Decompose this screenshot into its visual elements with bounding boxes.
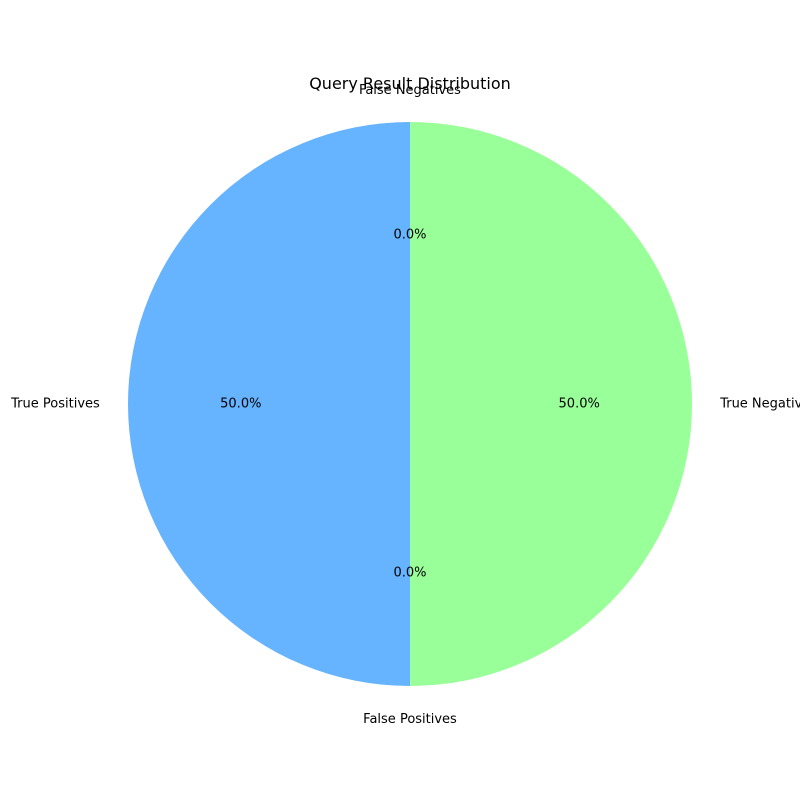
percent-label-false-positives: 0.0%: [393, 566, 426, 581]
slice-label-true-negatives: True Negatives: [719, 397, 800, 412]
slice-label-false-positives: False Positives: [363, 712, 457, 727]
chart-title: Query Result Distribution: [309, 74, 511, 93]
slice-label-true-positives: True Positives: [10, 397, 100, 412]
percent-label-false-negatives: 0.0%: [393, 227, 426, 242]
pie-slices: [128, 122, 692, 686]
pie-slice-true-negatives: [410, 122, 692, 686]
percent-label-true-negatives: 50.0%: [559, 397, 600, 412]
pie-labels: True Positives 50.0% False Positives 0.0% Tr…: [10, 83, 800, 727]
percent-label-true-positives: 50.0%: [220, 397, 261, 412]
pie-slice-true-positives: [128, 122, 410, 686]
slice-label-false-negatives: False Negatives: [359, 83, 461, 98]
